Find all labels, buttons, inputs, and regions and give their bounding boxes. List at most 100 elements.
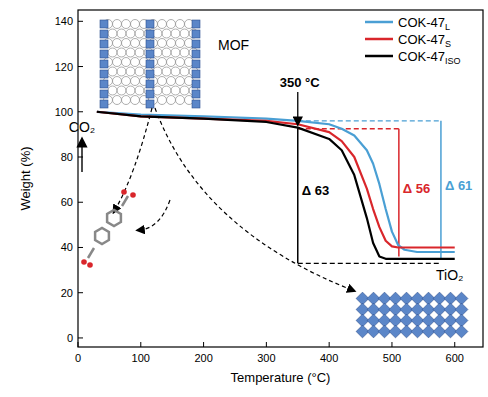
legend-label: COK-47S [398, 32, 451, 49]
bracket-dash [298, 263, 441, 264]
mof-node [100, 60, 108, 68]
mof-mesh [122, 39, 131, 48]
mof-node [192, 90, 200, 98]
mof-mesh [131, 39, 140, 48]
oxygen [130, 192, 136, 198]
mof-mesh [171, 29, 180, 38]
mof-mesh [153, 48, 162, 57]
mof-mesh [122, 96, 131, 105]
mof-mesh [135, 29, 144, 38]
y-tick-label: 20 [61, 287, 73, 299]
mof-mesh [113, 39, 122, 48]
mof-mesh [176, 58, 185, 67]
mof-mesh [113, 77, 122, 86]
mof-mesh [117, 29, 126, 38]
y-tick-label: 80 [61, 151, 73, 163]
bracket-label: Δ 63 [302, 183, 329, 198]
series-line [97, 112, 455, 248]
annotation-arrow [297, 92, 298, 122]
mof-node [100, 80, 108, 88]
mof-mesh [158, 77, 167, 86]
mof-node [146, 50, 154, 58]
y-tick-label: 140 [55, 15, 73, 27]
bracket-line [398, 129, 400, 257]
mof-mesh [180, 67, 189, 76]
mof-node [192, 100, 200, 108]
mof-mesh [167, 20, 176, 29]
mof-node [146, 30, 154, 38]
mof-mesh [162, 86, 171, 95]
mof-mesh [117, 67, 126, 76]
y-tick-label: 0 [67, 332, 73, 344]
mof-mesh [144, 48, 153, 57]
mof-mesh [122, 20, 131, 29]
mof-node [100, 20, 108, 28]
mof-node [100, 90, 108, 98]
mof-mesh [126, 86, 135, 95]
mof-mesh [126, 48, 135, 57]
dash-arrow [140, 200, 170, 230]
x-tick [203, 342, 204, 347]
mof-node [146, 80, 154, 88]
series-group [97, 112, 455, 259]
mof-node [146, 40, 154, 48]
oxygen [81, 259, 87, 265]
mof-node [146, 100, 154, 108]
mof-label: MOF [218, 37, 249, 53]
x-tick [329, 342, 330, 347]
x-tick-label: 500 [383, 352, 401, 364]
mof-mesh [162, 67, 171, 76]
mof-node [192, 40, 200, 48]
mof-node [192, 80, 200, 88]
mof-mesh [153, 86, 162, 95]
mof-node [192, 60, 200, 68]
mof-mesh [176, 96, 185, 105]
mof-mesh [153, 29, 162, 38]
mof-mesh [126, 29, 135, 38]
mof-node [192, 70, 200, 78]
x-tick-label: 400 [320, 352, 338, 364]
x-tick-label: 0 [75, 352, 81, 364]
oxide-inset: TiO₂ [356, 267, 468, 338]
mof-mesh [131, 77, 140, 86]
mof-mesh [113, 58, 122, 67]
y-axis-label: Weight (%) [18, 146, 33, 210]
mof-mesh [153, 67, 162, 76]
bracket-label: Δ 61 [445, 178, 472, 193]
mof-mesh [144, 29, 153, 38]
mof-mesh [171, 48, 180, 57]
mof-mesh [135, 48, 144, 57]
series-line [97, 112, 455, 252]
legend-swatch [365, 55, 393, 58]
mof-mesh [176, 39, 185, 48]
mof-mesh [167, 96, 176, 105]
mof-mesh [176, 77, 185, 86]
mof-node [100, 50, 108, 58]
dash-arrow [115, 108, 152, 210]
y-tick [78, 111, 83, 112]
x-axis-label: Temperature (°C) [231, 370, 331, 385]
y-tick [78, 337, 83, 338]
mof-mesh [158, 96, 167, 105]
bond [122, 196, 128, 206]
x-tick [391, 342, 392, 347]
y-tick-label: 120 [55, 61, 73, 73]
mof-mesh [131, 96, 140, 105]
mof-inset: MOF [100, 20, 249, 109]
mof-node [146, 90, 154, 98]
annotation-label: 350 °C [280, 75, 321, 90]
mof-mesh [108, 48, 117, 57]
mof-mesh [113, 20, 122, 29]
mof-node [146, 60, 154, 68]
x-tick [140, 342, 141, 347]
y-tick [78, 66, 83, 67]
mof-node [146, 20, 154, 28]
mof-mesh [108, 29, 117, 38]
mof-mesh [180, 48, 189, 57]
mof-mesh [158, 20, 167, 29]
x-tick-label: 600 [446, 352, 464, 364]
mof-mesh [162, 48, 171, 57]
mof-mesh [180, 86, 189, 95]
y-tick [78, 202, 83, 203]
legend-swatch [365, 21, 393, 24]
